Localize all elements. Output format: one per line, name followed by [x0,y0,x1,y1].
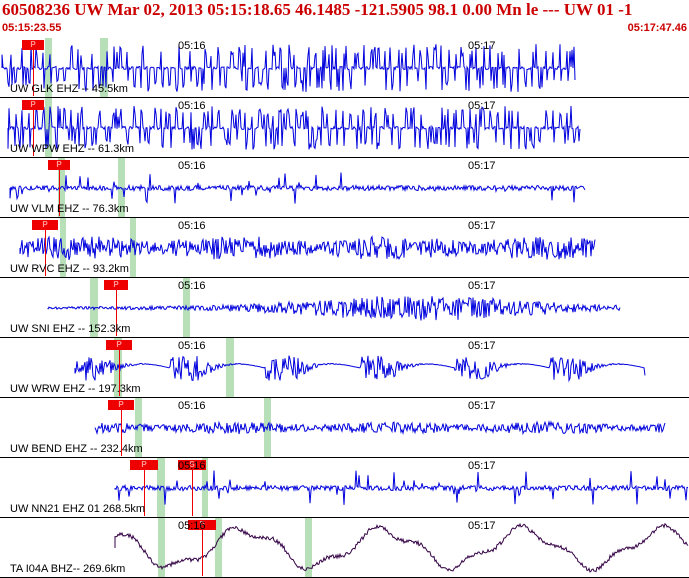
station-label: UW NN21 EHZ 01 268.5km [10,503,146,515]
waveform [1,44,576,92]
time-window-marker [114,338,122,397]
time-tick-label: 05:17 [468,100,496,112]
station-label: UW BEND EHZ -- 232.4km [10,443,143,455]
station-label: TA I04A BHZ-- 269.6km [10,563,126,575]
waveform [114,522,689,573]
time-tick-label: 05:17 [468,400,496,412]
station-label: UW VLM EHZ -- 76.3km [10,203,129,215]
phase-pick-line [119,350,120,396]
time-tick-label: 05:17 [468,280,496,292]
trace-row[interactable]: P 05:16 05:17 UW GLK EHZ -- 45.5km [0,38,689,98]
waveform-line [19,235,596,261]
phase-pick-line [59,170,60,216]
phase-pick-line [33,110,34,156]
waveform [47,296,621,321]
phase-pick-marker[interactable]: P [188,520,216,530]
waveform-line [1,44,576,92]
phase-pick-line [121,410,122,456]
waveform [114,470,688,505]
phase-pick-marker[interactable]: P [48,160,70,170]
time-window-marker [90,278,98,337]
time-tick-label: 05:16 [178,400,206,412]
waveform [9,172,586,204]
waveform-line [114,522,689,573]
event-header: 60508236 UW Mar 02, 2013 05:15:18.65 46.… [0,0,689,38]
start-time: 05:15:23.55 [2,22,62,34]
time-tick-label: 05:16 [178,280,206,292]
phase-pick-line [144,470,145,516]
trace-row[interactable]: P 05:16 05:17 UW WRW EHZ -- 197.3km [0,338,689,398]
waveform-line [7,105,581,150]
trace-row[interactable]: P 05:16 05:17 UW BEND EHZ -- 232.4km [0,398,689,458]
time-tick-label: 05:16 [178,40,206,52]
time-tick-label: 05:17 [468,160,496,172]
time-tick-label: 05:17 [468,40,496,52]
station-label: UW WRW EHZ -- 197.3km [10,383,141,395]
station-label: UW SNI EHZ -- 152.3km [10,323,131,335]
end-time: 05:17:47.46 [627,22,687,34]
time-tick-label: 05:17 [468,340,496,352]
phase-pick-marker[interactable]: P [22,40,44,50]
station-label: UW GLK EHZ -- 45.5km [10,83,128,95]
time-window-marker [60,218,66,277]
seismogram-panel[interactable]: P 05:16 05:17 UW GLK EHZ -- 45.5km P 05:16 05:… [0,38,689,578]
phase-pick-marker[interactable]: P [130,460,158,470]
phase-pick-line [202,530,203,576]
time-window-marker [305,518,312,577]
time-tick-label: 05:16 [178,520,206,532]
time-tick-label: 05:16 [178,460,206,472]
station-label: UW RVC EHZ -- 93.2km [10,263,129,275]
waveform-line [74,355,646,383]
time-window-marker [215,518,222,577]
station-label: UW WPW EHZ -- 61.3km [10,143,135,155]
time-tick-label: 05:16 [178,160,206,172]
time-tick-label: 05:16 [178,340,206,352]
time-tick-label: 05:16 [178,100,206,112]
phase-pick-line [45,230,46,276]
phase-pick-marker[interactable]: P [32,220,58,230]
waveform [19,235,596,261]
waveform-line [94,420,666,436]
time-tick-label: 05:17 [468,220,496,232]
time-tick-label: 05:17 [468,460,496,472]
waveform [74,355,646,383]
time-window-marker [158,518,165,577]
trace-row[interactable]: P 05:16 05:17 UW SNI EHZ -- 152.3km [0,278,689,338]
time-tick-label: 05:17 [468,520,496,532]
waveform-line [47,296,621,321]
waveform-line [9,172,586,204]
trace-row[interactable]: P 05:16 05:17 TA I04A BHZ-- 269.6km [0,518,689,578]
phase-pick-line [116,290,117,336]
time-window-marker [226,338,234,397]
phase-pick-line [33,50,34,96]
time-window-marker [58,158,65,217]
trace-row[interactable]: P S 05:16 05:17 UW NN21 EHZ 01 268.5km [0,458,689,518]
time-window-marker [135,398,142,457]
trace-row[interactable]: P 05:16 05:17 UW RVC EHZ -- 93.2km [0,218,689,278]
phase-pick-line [192,470,193,516]
waveform [7,105,581,150]
event-title: 60508236 UW Mar 02, 2013 05:15:18.65 46.… [2,0,633,19]
waveform-line [114,470,688,505]
phase-pick-marker[interactable]: P [108,400,134,410]
time-window-marker [45,98,52,157]
phase-pick-marker[interactable]: P [106,340,132,350]
phase-pick-marker[interactable]: S [178,460,206,470]
phase-pick-marker[interactable]: P [104,280,128,290]
time-window-marker [45,38,52,97]
time-tick-label: 05:16 [178,220,206,232]
waveform [94,420,666,436]
phase-pick-marker[interactable]: P [22,100,44,110]
trace-row[interactable]: P 05:16 05:17 UW WPW EHZ -- 61.3km [0,98,689,158]
trace-row[interactable]: P 05:16 05:17 UW VLM EHZ -- 76.3km [0,158,689,218]
